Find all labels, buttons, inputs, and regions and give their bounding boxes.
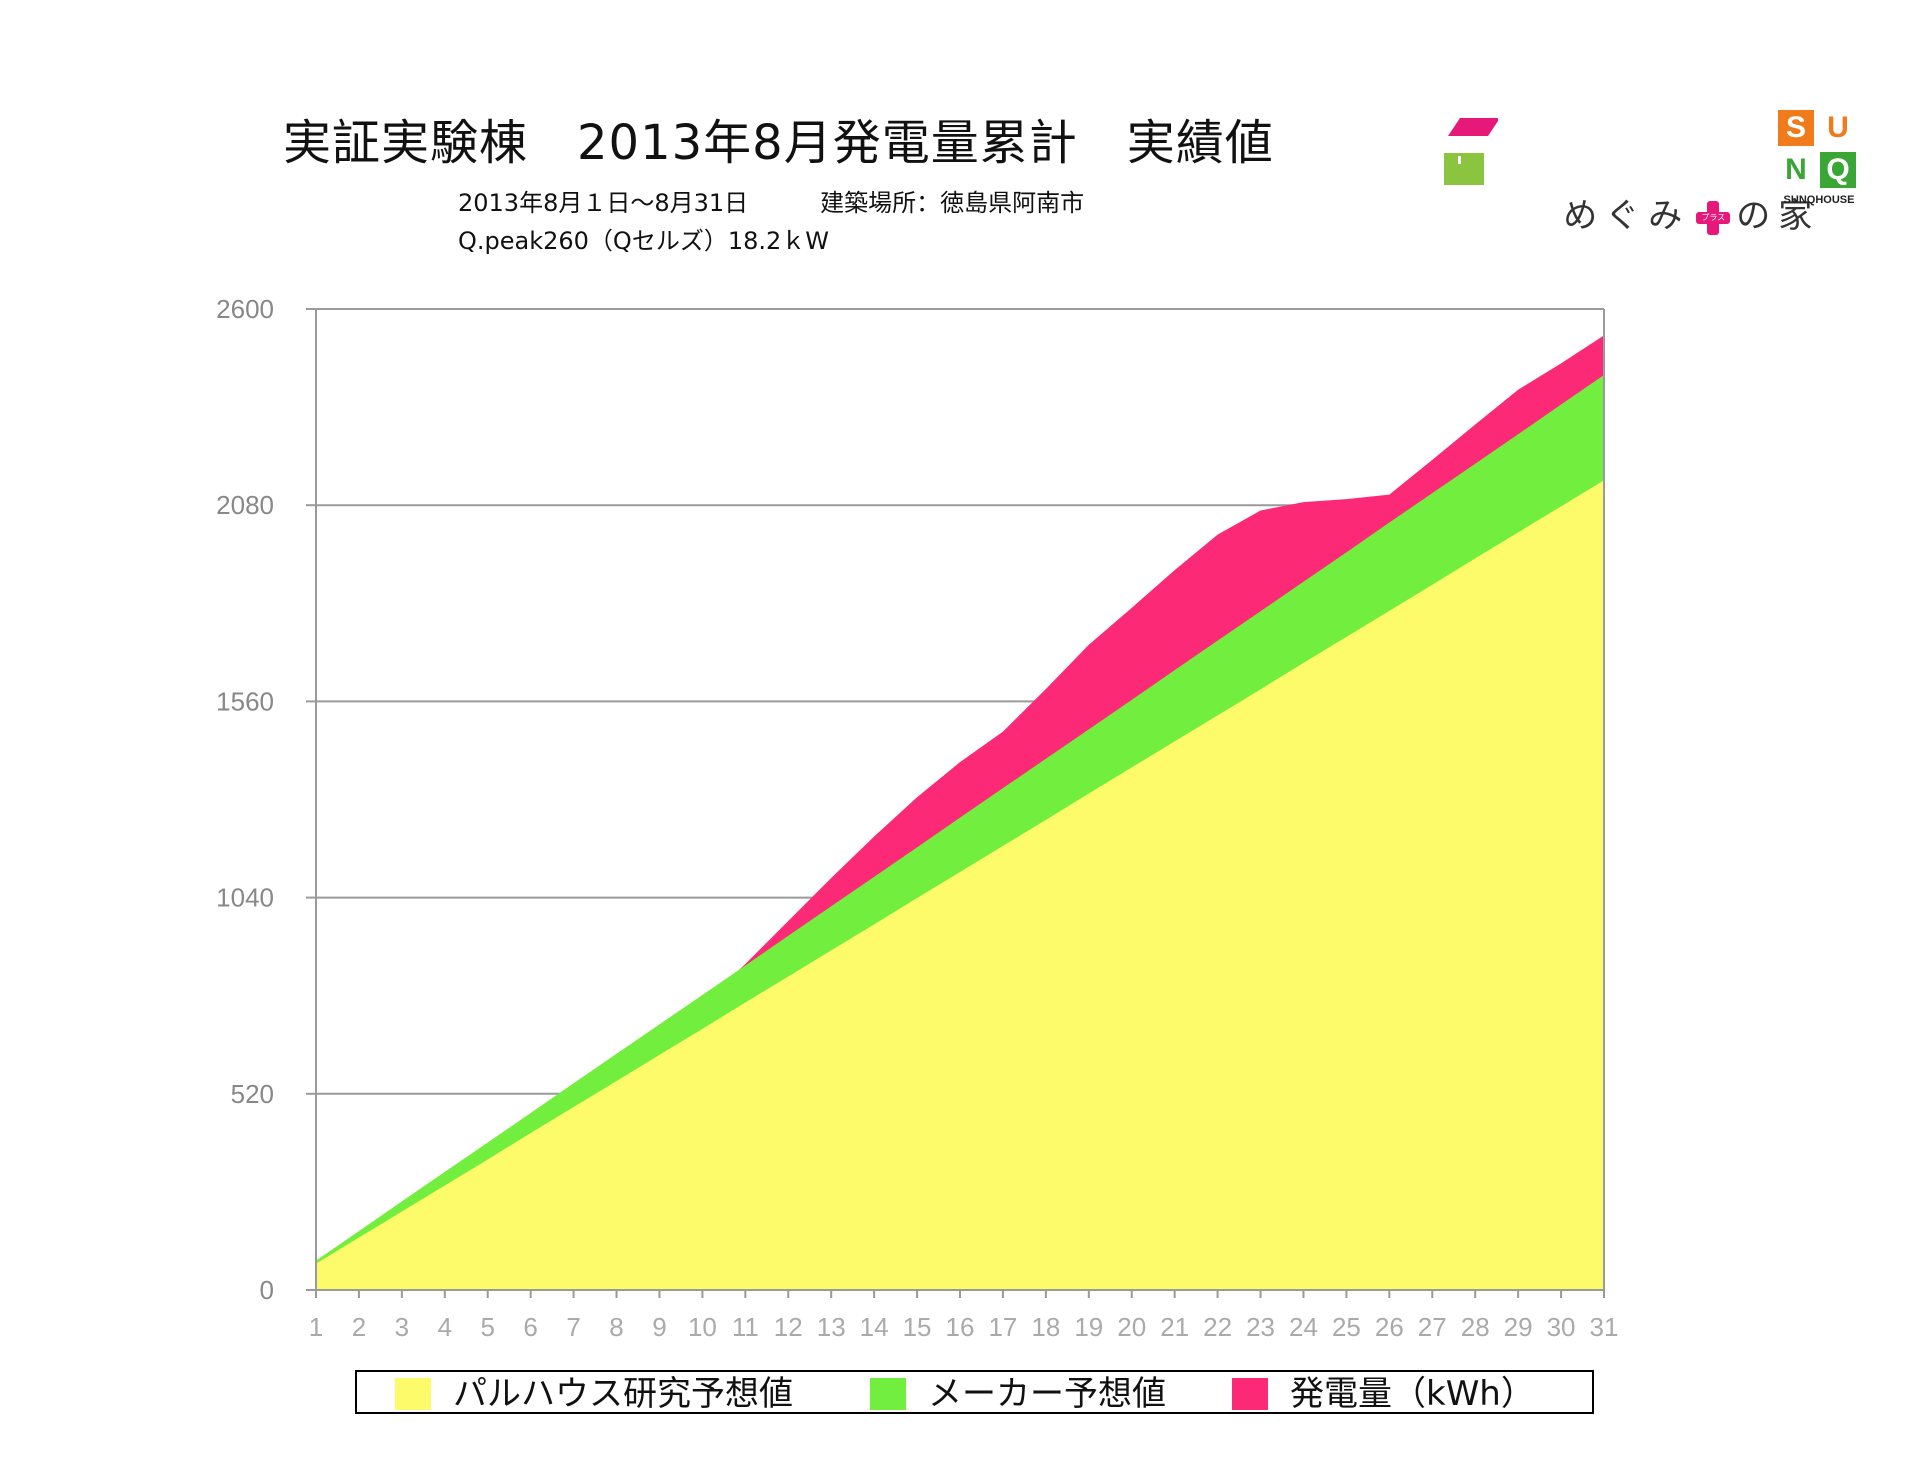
sunq-letter-u: U <box>1820 110 1856 146</box>
subtitle-panel-spec: Q.peak260（Qセルズ）18.2ｋW <box>458 227 829 255</box>
megumi-plus-icon: プラス <box>1696 200 1731 235</box>
x-tick-label-14: 14 <box>860 1312 889 1342</box>
megumi-word: めぐみ <box>1563 196 1691 236</box>
x-tick-label-31: 31 <box>1590 1312 1619 1342</box>
sunq-letter-n: N <box>1778 152 1814 188</box>
x-tick-label-10: 10 <box>688 1312 717 1342</box>
x-tick-label-27: 27 <box>1418 1312 1447 1342</box>
x-tick-label-3: 3 <box>395 1312 409 1342</box>
x-tick-label-22: 22 <box>1203 1312 1232 1342</box>
x-tick-label-18: 18 <box>1031 1312 1060 1342</box>
sunq-house-text: SUNQHOUSE <box>1783 194 1855 206</box>
megumi-logo: めぐみ プラス の家 <box>1438 118 1812 236</box>
x-tick-label-15: 15 <box>903 1312 932 1342</box>
legend-swatch-green <box>870 1378 906 1410</box>
area-layer <box>316 335 1604 1291</box>
y-tick-label-0: 0 <box>260 1275 274 1305</box>
y-tick-label-1040: 1040 <box>216 883 274 913</box>
megumi-plus-label: プラス <box>1701 212 1726 222</box>
x-tick-label-16: 16 <box>946 1312 975 1342</box>
legend-swatch-yellow <box>395 1378 431 1410</box>
legend-label-maker: メーカー予想値 <box>928 1374 1166 1414</box>
legend-swatch-pink <box>1232 1378 1268 1410</box>
x-tick-label-8: 8 <box>609 1312 623 1342</box>
x-tick-label-6: 6 <box>523 1312 537 1342</box>
x-tick-label-20: 20 <box>1117 1312 1146 1342</box>
y-tick-label-1560: 1560 <box>216 686 274 716</box>
legend-item-research: パルハウス研究予想値 <box>395 1377 793 1411</box>
x-tick-label-23: 23 <box>1246 1312 1275 1342</box>
x-tick-label-13: 13 <box>817 1312 846 1342</box>
x-tick-label-1: 1 <box>309 1312 323 1342</box>
x-tick-label-12: 12 <box>774 1312 803 1342</box>
x-tick-label-28: 28 <box>1461 1312 1490 1342</box>
sunq-letter-q: Q <box>1820 152 1856 188</box>
y-tick-label-2080: 2080 <box>216 490 274 520</box>
area-series-0 <box>316 480 1604 1290</box>
x-tick-label-5: 5 <box>480 1312 494 1342</box>
sunq-letter-s: S <box>1778 110 1814 146</box>
page-title: 実証実験棟 2013年8月発電量累計 実績値 <box>283 115 1274 171</box>
legend-label-research: パルハウス研究予想値 <box>453 1374 793 1414</box>
x-tick-label-30: 30 <box>1547 1312 1576 1342</box>
x-tick-label-2: 2 <box>352 1312 366 1342</box>
x-tick-label-29: 29 <box>1504 1312 1533 1342</box>
y-tick-label-520: 520 <box>231 1079 274 1109</box>
x-tick-label-11: 11 <box>732 1312 759 1342</box>
legend-item-actual: 発電量（kWh） <box>1232 1377 1535 1411</box>
y-tick-label-2600: 2600 <box>216 294 274 324</box>
house-logo-icon <box>1444 118 1498 185</box>
chart-legend: パルハウス研究予想値 メーカー予想値 発電量（kWh） <box>355 1370 1594 1414</box>
megumi-logo-text: めぐみ プラス の家 <box>1488 148 1820 277</box>
x-tick-label-19: 19 <box>1074 1312 1103 1342</box>
x-tick-label-4: 4 <box>438 1312 452 1342</box>
x-tick-label-24: 24 <box>1289 1312 1318 1342</box>
legend-item-maker: メーカー予想値 <box>870 1377 1166 1411</box>
x-tick-label-26: 26 <box>1375 1312 1404 1342</box>
x-tick-label-21: 21 <box>1160 1312 1189 1342</box>
x-tick-label-17: 17 <box>988 1312 1017 1342</box>
x-tick-label-7: 7 <box>566 1312 580 1342</box>
megumi-tail: の家 <box>1736 196 1821 236</box>
subtitle-period-location: 2013年8月１日〜8月31日 建築場所：徳島県阿南市 <box>458 189 1085 217</box>
x-tick-label-25: 25 <box>1332 1312 1361 1342</box>
sunq-logo: S U N Q SUNQHOUSE <box>1778 110 1860 210</box>
x-tick-label-9: 9 <box>652 1312 666 1342</box>
legend-label-actual: 発電量（kWh） <box>1290 1374 1535 1414</box>
